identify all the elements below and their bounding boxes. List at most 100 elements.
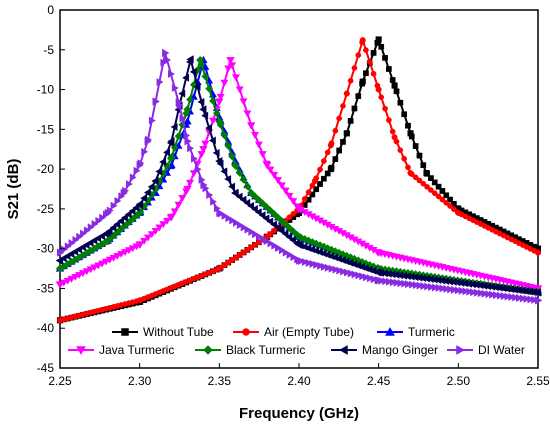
data-point: [135, 200, 143, 210]
data-point: [228, 152, 237, 161]
data-point: [423, 170, 430, 177]
x-axis-title: Frequency (GHz): [239, 405, 359, 422]
data-point: [179, 114, 187, 123]
data-point: [148, 116, 156, 125]
data-point: [534, 296, 543, 305]
data-point: [439, 188, 446, 194]
data-point: [171, 83, 179, 92]
data-point: [55, 264, 65, 273]
data-point: [416, 177, 423, 184]
legend-item: Turmeric: [377, 325, 455, 339]
data-point: [324, 263, 332, 272]
data-point: [174, 201, 183, 209]
data-point: [197, 97, 205, 106]
data-point: [159, 221, 168, 229]
data-point: [386, 117, 392, 123]
series-java-turmeric: [55, 56, 543, 293]
y-tick-label: -30: [37, 242, 55, 256]
data-point: [386, 277, 393, 286]
data-point: [163, 217, 172, 225]
data-point: [286, 250, 294, 259]
data-point: [512, 293, 520, 302]
data-point: [308, 238, 317, 247]
data-point: [273, 223, 281, 232]
y-tick-label: -15: [37, 122, 55, 136]
x-tick-label: 2.40: [287, 374, 311, 388]
data-point: [363, 47, 369, 53]
data-point: [224, 174, 232, 184]
data-point: [101, 258, 110, 266]
data-point: [201, 111, 209, 120]
data-point: [110, 201, 118, 210]
legend-label: DI Water: [478, 343, 525, 357]
data-point: [129, 173, 137, 182]
data-point: [254, 141, 263, 149]
data-point: [359, 37, 366, 44]
legend-label: Air (Empty Tube): [264, 325, 354, 339]
data-point: [466, 287, 474, 296]
data-point: [332, 156, 339, 162]
data-point: [408, 280, 416, 289]
data-point: [391, 134, 398, 141]
data-point: [313, 186, 320, 193]
series-mango-ginger: [55, 55, 542, 297]
data-point: [443, 284, 451, 293]
data-point: [167, 213, 176, 222]
data-point: [386, 66, 392, 72]
legend-item: Air (Empty Tube): [233, 325, 354, 339]
data-point: [405, 280, 413, 289]
data-point: [401, 111, 408, 118]
data-point: [391, 82, 398, 89]
data-point: [401, 279, 409, 288]
data-point: [186, 55, 194, 64]
data-point: [481, 289, 489, 298]
data-point: [389, 128, 396, 135]
data-point: [435, 183, 442, 190]
data-point: [397, 99, 404, 106]
data-point: [216, 208, 224, 218]
data-point: [182, 73, 190, 82]
data-point: [247, 188, 256, 198]
data-point: [205, 84, 214, 93]
data-point: [347, 77, 354, 84]
data-point: [355, 93, 362, 99]
data-point: [301, 196, 308, 202]
data-point: [183, 131, 191, 140]
data-point: [55, 256, 64, 265]
data-point: [104, 208, 113, 218]
data-point: [215, 156, 223, 166]
data-point: [156, 78, 164, 87]
series-markers: [55, 57, 543, 293]
data-point: [167, 137, 175, 146]
data-point: [343, 130, 350, 137]
data-point: [113, 252, 122, 260]
legend-item: Mango Ginger: [331, 343, 438, 357]
data-point: [136, 297, 143, 304]
data-point: [103, 228, 111, 237]
data-point: [235, 168, 244, 177]
data-point: [332, 265, 340, 274]
data-point: [336, 115, 343, 122]
data-point: [248, 227, 256, 236]
data-point: [416, 152, 423, 159]
data-point: [319, 242, 328, 251]
data-point: [55, 281, 65, 289]
legend-item: Without Tube: [112, 325, 214, 339]
data-point: [407, 170, 414, 177]
data-point: [281, 187, 290, 195]
data-point: [239, 195, 247, 204]
data-point: [246, 122, 256, 130]
data-point: [311, 177, 318, 185]
data-point: [170, 208, 179, 216]
data-point: [454, 286, 462, 295]
data-point: [266, 217, 274, 226]
data-point: [224, 65, 233, 73]
data-point: [136, 160, 144, 170]
data-point: [327, 245, 336, 254]
y-tick-label: -5: [43, 43, 54, 57]
data-point: [351, 65, 358, 71]
data-point: [215, 117, 224, 126]
data-point: [162, 148, 170, 157]
data-point: [435, 193, 442, 200]
data-point: [508, 293, 516, 302]
